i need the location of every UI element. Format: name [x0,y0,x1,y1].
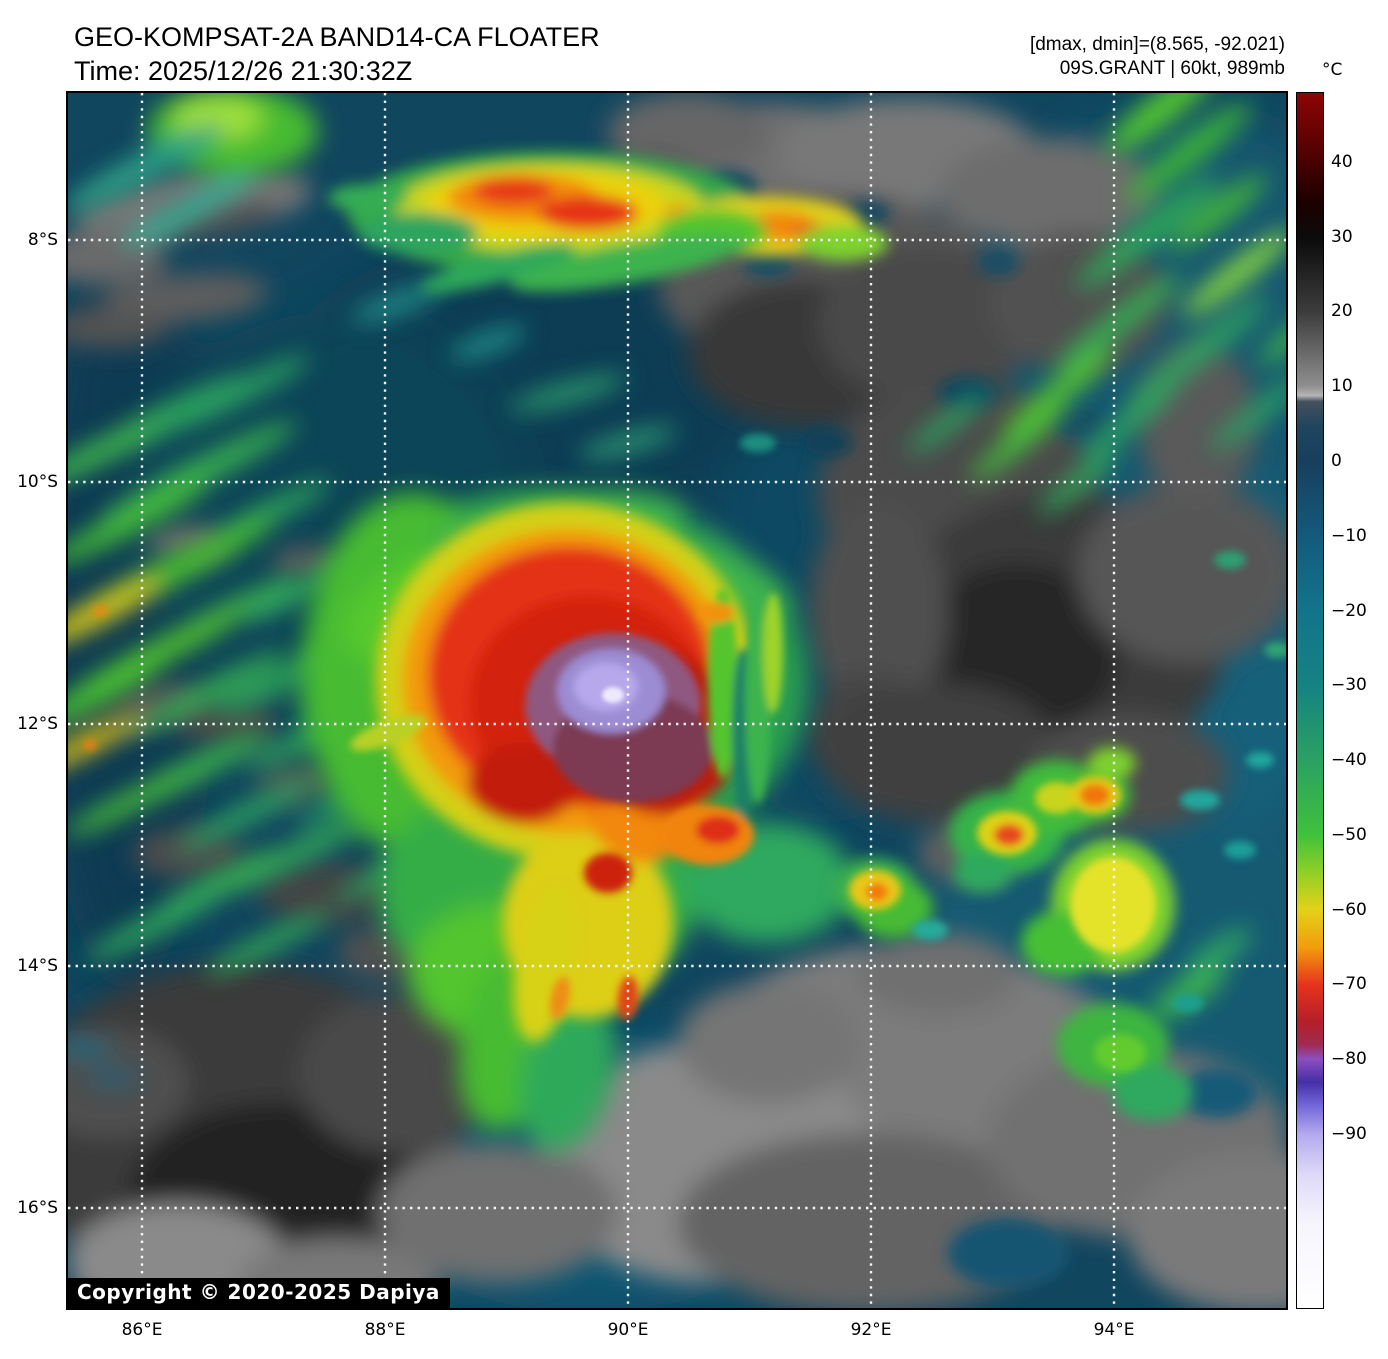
satellite-image [68,93,1286,1308]
lat-tick-label: 8°S [27,230,58,250]
colorbar-tick-label: 20 [1331,301,1353,321]
lat-tick-label: 16°S [17,1198,58,1218]
figure-time: Time: 2025/12/26 21:30:32Z [74,56,413,86]
colorbar-tick-label: −90 [1331,1124,1367,1144]
colorbar-tick-label: 40 [1331,152,1353,172]
east-cell-chain-cores [740,434,1286,1072]
map-panel: Copyright © 2020-2025 Dapiya [66,91,1288,1310]
colorbar-tick-label: −10 [1331,526,1367,546]
cyclone-eye-layer [83,588,783,1020]
colorbar-tick-label: −60 [1331,900,1367,920]
colorbar-tick-label: −70 [1331,974,1367,994]
title-block: GEO-KOMPSAT-2A BAND14-CA FLOATER Time: 2… [74,20,600,88]
colorbar [1296,91,1324,1309]
lon-tick-label: 92°E [850,1320,892,1340]
colorbar-tick-label: 0 [1331,451,1342,471]
copyright-label: Copyright © 2020-2025 Dapiya [68,1278,450,1308]
lon-tick-label: 86°E [121,1320,163,1340]
colorbar-tick-label: −30 [1331,675,1367,695]
lat-tick-label: 14°S [17,956,58,976]
cyclone-eye-white-spot [602,687,624,703]
storm-annotation: 09S.GRANT | 60kt, 989mb [1059,58,1285,79]
colorbar-tick-label: −50 [1331,825,1367,845]
colorbar-tick-label: 30 [1331,227,1353,247]
lon-tick-label: 90°E [607,1320,649,1340]
colorbar-tick-label: 10 [1331,376,1353,396]
gridlines [68,93,1286,1308]
annotation-block: [dmax, dmin]=(8.565, -92.021) 09S.GRANT … [1030,33,1285,81]
lon-tick-label: 88°E [364,1320,406,1340]
lat-tick-label: 10°S [17,472,58,492]
colorbar-tick-label: −80 [1331,1049,1367,1069]
colorbar-tick-label: −20 [1331,601,1367,621]
colorbar-unit-label: °C [1322,60,1343,80]
figure-title: GEO-KOMPSAT-2A BAND14-CA FLOATER [74,22,600,52]
range-annotation: [dmax, dmin]=(8.565, -92.021) [1029,34,1285,55]
lon-tick-label: 94°E [1093,1320,1135,1340]
lat-tick-label: 12°S [17,714,58,734]
colorbar-tick-label: −40 [1331,750,1367,770]
